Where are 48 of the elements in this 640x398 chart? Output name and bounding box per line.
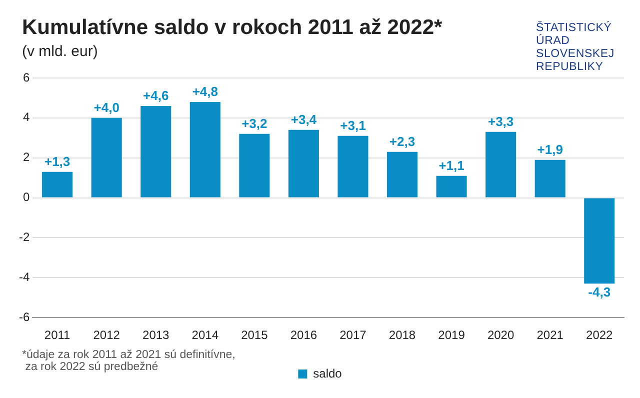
bar bbox=[338, 136, 368, 198]
x-tick-label: 2019 bbox=[438, 328, 466, 342]
data-label: +4,0 bbox=[94, 100, 120, 116]
x-tick-label: 2022 bbox=[586, 328, 614, 342]
bar bbox=[239, 134, 270, 198]
chart-title: Kumulatívne saldo v rokoch 2011 až 2022* bbox=[22, 16, 442, 40]
x-tick-label: 2014 bbox=[192, 328, 219, 342]
bar bbox=[486, 132, 516, 198]
data-label: +2,3 bbox=[389, 134, 416, 149]
x-tick-label: 2018 bbox=[388, 328, 416, 342]
y-tick-label: -2 bbox=[19, 230, 30, 244]
data-label: +1,1 bbox=[438, 158, 464, 173]
x-tick-label: 2012 bbox=[93, 328, 120, 342]
data-label: +3,2 bbox=[242, 116, 268, 131]
bar bbox=[91, 118, 122, 198]
y-tick-label: -6 bbox=[19, 310, 30, 324]
x-tick-label: 2020 bbox=[487, 328, 514, 342]
bar bbox=[584, 198, 615, 284]
legend-label: saldo bbox=[313, 366, 342, 380]
text: ŠTATISTICKÝ ÚRAD SLOVENSKEJ REPUBLIKY bbox=[536, 22, 616, 74]
data-label: +3,1 bbox=[340, 118, 366, 133]
bar bbox=[386, 152, 418, 198]
x-tick-label: 2011 bbox=[44, 328, 71, 342]
data-label: +1,3 bbox=[44, 154, 70, 169]
text: *údaje za rok 2011 až 2021 sú definitívne, za rok 2022 sú predbežné bbox=[22, 349, 236, 373]
bar bbox=[436, 176, 467, 198]
bar bbox=[534, 160, 566, 198]
chart-subtitle: (v mld. eur) bbox=[22, 43, 98, 60]
y-tick-label: 0 bbox=[22, 190, 30, 204]
x-tick-label: 2017 bbox=[340, 328, 367, 342]
data-label: +4,6 bbox=[143, 88, 169, 104]
data-label: +3,4 bbox=[290, 112, 318, 127]
x-tick-label: 2021 bbox=[536, 328, 564, 342]
x-tick-label: 2013 bbox=[142, 328, 170, 342]
x-tick-label: 2015 bbox=[241, 328, 268, 342]
bar bbox=[190, 102, 220, 198]
y-tick-label: 2 bbox=[22, 150, 30, 164]
y-tick-label: 6 bbox=[22, 70, 30, 84]
bar bbox=[288, 130, 319, 198]
data-label: +1,9 bbox=[537, 142, 563, 157]
x-tick-label: 2016 bbox=[290, 328, 318, 342]
data-label: +4,8 bbox=[192, 84, 218, 100]
bar bbox=[42, 172, 73, 198]
data-label: +3,3 bbox=[488, 114, 514, 129]
y-tick-label: -4 bbox=[19, 270, 30, 284]
bar bbox=[140, 106, 172, 198]
y-tick-label: 4 bbox=[22, 110, 30, 124]
data-label: -4,3 bbox=[588, 284, 611, 300]
